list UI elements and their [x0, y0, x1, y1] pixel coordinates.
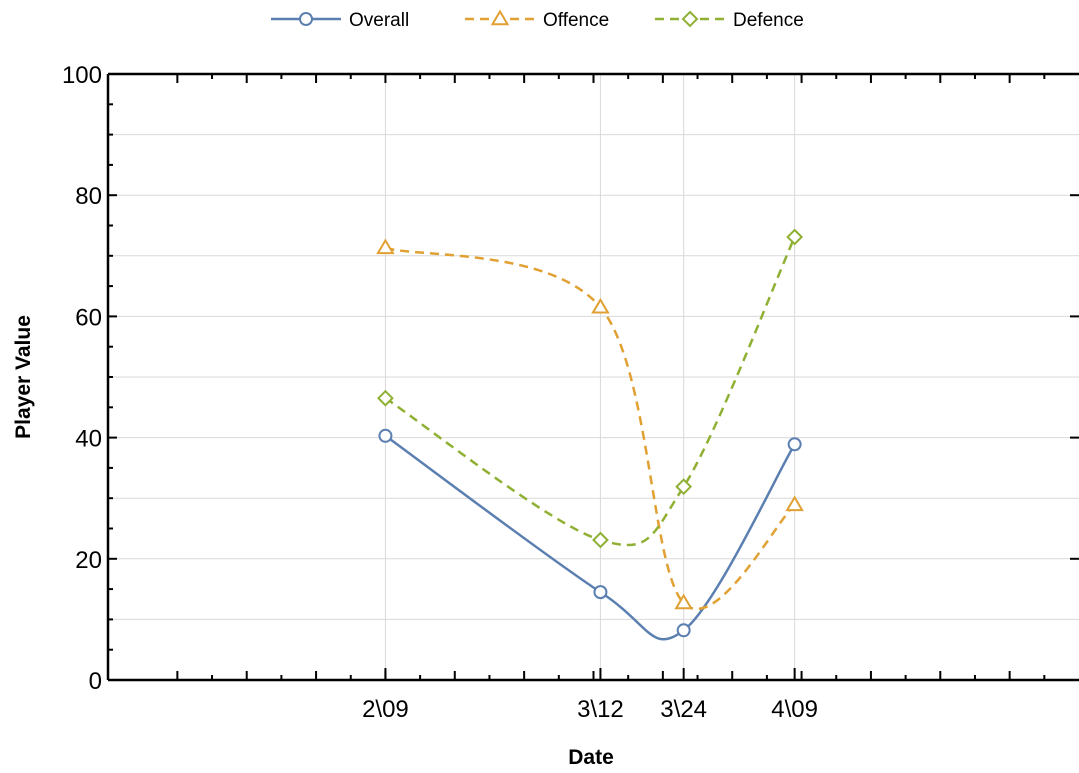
- legend-marker-overall: [299, 12, 313, 26]
- y-tick-label: 40: [75, 426, 102, 453]
- data-point-overall: [676, 623, 691, 638]
- x-tick-label: 3\24: [660, 696, 707, 723]
- legend-marker-offence: [490, 9, 510, 26]
- legend-marker-defence: [681, 10, 699, 28]
- data-point-defence: [377, 389, 394, 407]
- x-tick-label: 2\09: [362, 696, 409, 723]
- x-tick-label: 4\09: [771, 696, 818, 723]
- data-point-overall: [593, 585, 608, 600]
- series-line-overall: [384, 434, 796, 641]
- data-point-offence: [591, 297, 610, 314]
- data-point-overall: [787, 437, 802, 452]
- data-point-defence: [786, 228, 804, 246]
- y-axis-title: Player Value: [12, 315, 35, 439]
- series-line-offence: [385, 246, 796, 611]
- y-tick-label: 20: [75, 547, 102, 574]
- series-group: [376, 228, 804, 641]
- y-tick-label: 60: [75, 304, 102, 331]
- data-point-defence: [592, 531, 609, 549]
- y-tick-label: 0: [89, 668, 102, 695]
- data-point-overall: [378, 428, 393, 443]
- data-point-offence: [376, 238, 395, 255]
- x-tick-label: 3\12: [577, 696, 624, 723]
- x-axis-title: Date: [568, 746, 614, 769]
- y-tick-label: 100: [62, 62, 102, 89]
- legend-label-defence: Defence: [733, 10, 804, 31]
- series-line-defence: [384, 236, 796, 547]
- legend-label-offence: Offence: [543, 10, 609, 31]
- grid: [108, 74, 1079, 680]
- data-point-offence: [785, 495, 804, 512]
- legend-label-overall: Overall: [349, 10, 409, 31]
- data-point-defence: [675, 478, 693, 496]
- axis-ticks: 0 20 40 60 80 100 2\09 3\12 3\24 4\09: [62, 62, 1079, 723]
- data-point-offence: [674, 593, 693, 610]
- legend: Overall Offence Defence: [271, 9, 804, 31]
- y-tick-label: 80: [75, 183, 102, 210]
